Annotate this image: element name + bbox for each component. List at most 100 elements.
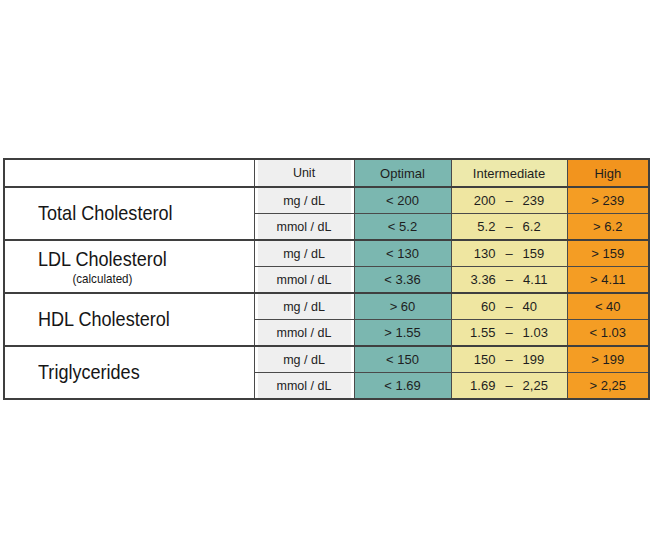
range-dash: – bbox=[505, 193, 512, 208]
range-low: 130 bbox=[474, 246, 496, 261]
high-value-cell: < 40 bbox=[567, 293, 649, 320]
intermediate-range: 150–199 bbox=[452, 347, 567, 372]
intermediate-range: 60–40 bbox=[452, 294, 567, 319]
intermediate-value-cell: 130–159 bbox=[451, 240, 567, 267]
optimal-value-cell: < 1.69 bbox=[354, 373, 451, 400]
optimal-value: > 60 bbox=[390, 299, 416, 314]
unit-cell: mmol / dL bbox=[254, 320, 354, 347]
table-row: HDL Cholesterol mg / dL > 60 60–40 < 40 bbox=[4, 293, 649, 320]
column-header-high: High bbox=[567, 159, 649, 187]
unit-label: mg / dL bbox=[283, 247, 325, 261]
range-low: 1.69 bbox=[470, 378, 495, 393]
high-value: > 2,25 bbox=[589, 378, 626, 393]
high-value: < 1.03 bbox=[589, 325, 626, 340]
category-name: Total Cholesterol bbox=[38, 201, 173, 225]
category-name-block: Total Cholesterol bbox=[38, 201, 173, 225]
intermediate-value-cell: 1.69–2,25 bbox=[451, 373, 567, 400]
optimal-value-cell: < 150 bbox=[354, 346, 451, 373]
high-value: > 239 bbox=[591, 193, 624, 208]
category-name-block: Triglycerides bbox=[38, 360, 140, 384]
optimal-value: < 3.36 bbox=[384, 272, 421, 287]
range-dash: – bbox=[505, 378, 512, 393]
category-name-block: HDL Cholesterol bbox=[38, 307, 170, 331]
unit-cell: mg / dL bbox=[254, 240, 354, 267]
unit-box: mmol / dL bbox=[258, 267, 351, 292]
unit-cell: mg / dL bbox=[254, 187, 354, 214]
unit-label: mmol / dL bbox=[277, 379, 332, 393]
column-header-intermediate: Intermediate bbox=[451, 159, 567, 187]
intermediate-range: 200–239 bbox=[452, 188, 567, 213]
optimal-value-cell: < 130 bbox=[354, 240, 451, 267]
header-row: Unit Optimal Intermediate High bbox=[4, 159, 649, 187]
intermediate-range: 3.36–4.11 bbox=[452, 267, 567, 292]
table-row: LDL Cholesterol (calculated) mg / dL < 1… bbox=[4, 240, 649, 267]
high-value-cell: > 159 bbox=[567, 240, 649, 267]
category-subtitle: (calculated) bbox=[38, 272, 167, 287]
intermediate-range: 130–159 bbox=[452, 241, 567, 266]
category-cell-triglycerides: Triglycerides bbox=[4, 346, 254, 399]
optimal-value-cell: < 5.2 bbox=[354, 214, 451, 241]
unit-cell: mmol / dL bbox=[254, 214, 354, 241]
optimal-value-cell: > 1.55 bbox=[354, 320, 451, 347]
unit-box: mmol / dL bbox=[258, 320, 351, 345]
range-high: 40 bbox=[523, 299, 537, 314]
category-cell-total-cholesterol: Total Cholesterol bbox=[4, 187, 254, 240]
unit-cell: mmol / dL bbox=[254, 373, 354, 400]
intermediate-range: 5.2–6.2 bbox=[452, 214, 567, 239]
unit-box: mmol / dL bbox=[258, 214, 351, 239]
intermediate-value-cell: 60–40 bbox=[451, 293, 567, 320]
high-value: > 199 bbox=[591, 352, 624, 367]
range-high: 6.2 bbox=[523, 219, 541, 234]
intermediate-value-cell: 200–239 bbox=[451, 187, 567, 214]
intermediate-value-cell: 150–199 bbox=[451, 346, 567, 373]
unit-box: mg / dL bbox=[258, 347, 351, 372]
high-value-cell: < 1.03 bbox=[567, 320, 649, 347]
optimal-value-cell: > 60 bbox=[354, 293, 451, 320]
range-low: 150 bbox=[474, 352, 496, 367]
column-header-optimal: Optimal bbox=[354, 159, 451, 187]
unit-label: mg / dL bbox=[283, 353, 325, 367]
range-high: 239 bbox=[523, 193, 545, 208]
range-low: 60 bbox=[481, 299, 495, 314]
high-value-cell: > 2,25 bbox=[567, 373, 649, 400]
range-high: 1.03 bbox=[523, 325, 548, 340]
optimal-value: < 1.69 bbox=[384, 378, 421, 393]
unit-label: mg / dL bbox=[283, 300, 325, 314]
category-name: LDL Cholesterol bbox=[38, 247, 167, 271]
range-low: 1.55 bbox=[470, 325, 495, 340]
high-value: < 40 bbox=[595, 299, 621, 314]
table-row: Triglycerides mg / dL < 150 150–199 > 19… bbox=[4, 346, 649, 373]
range-high: 2,25 bbox=[523, 378, 548, 393]
category-name: Triglycerides bbox=[38, 360, 140, 384]
category-cell-ldl-cholesterol: LDL Cholesterol (calculated) bbox=[4, 240, 254, 293]
range-high: 159 bbox=[523, 246, 545, 261]
optimal-value: < 5.2 bbox=[388, 219, 417, 234]
optimal-value: < 130 bbox=[386, 246, 419, 261]
high-value-cell: > 199 bbox=[567, 346, 649, 373]
optimal-value: > 1.55 bbox=[384, 325, 421, 340]
cholesterol-reference-table: Unit Optimal Intermediate High Total Cho… bbox=[3, 158, 650, 400]
range-dash: – bbox=[505, 219, 512, 234]
range-low: 200 bbox=[474, 193, 496, 208]
high-value: > 159 bbox=[591, 246, 624, 261]
high-value-cell: > 239 bbox=[567, 187, 649, 214]
intermediate-range: 1.55–1.03 bbox=[452, 320, 567, 345]
unit-box: mg / dL bbox=[258, 241, 351, 266]
unit-label: mg / dL bbox=[283, 194, 325, 208]
unit-header-label: Unit bbox=[293, 166, 315, 180]
unit-label: mmol / dL bbox=[277, 273, 332, 287]
unit-cell: mg / dL bbox=[254, 293, 354, 320]
category-name: HDL Cholesterol bbox=[38, 307, 170, 331]
unit-cell: mmol / dL bbox=[254, 267, 354, 294]
unit-label: mmol / dL bbox=[277, 220, 332, 234]
intermediate-value-cell: 1.55–1.03 bbox=[451, 320, 567, 347]
range-low: 5.2 bbox=[477, 219, 495, 234]
range-dash: – bbox=[506, 272, 513, 287]
range-dash: – bbox=[505, 246, 512, 261]
header-blank-cell bbox=[4, 159, 254, 187]
optimal-value: < 150 bbox=[386, 352, 419, 367]
range-dash: – bbox=[505, 352, 512, 367]
optimal-value-cell: < 3.36 bbox=[354, 267, 451, 294]
intermediate-value-cell: 5.2–6.2 bbox=[451, 214, 567, 241]
unit-box: mg / dL bbox=[258, 294, 351, 319]
